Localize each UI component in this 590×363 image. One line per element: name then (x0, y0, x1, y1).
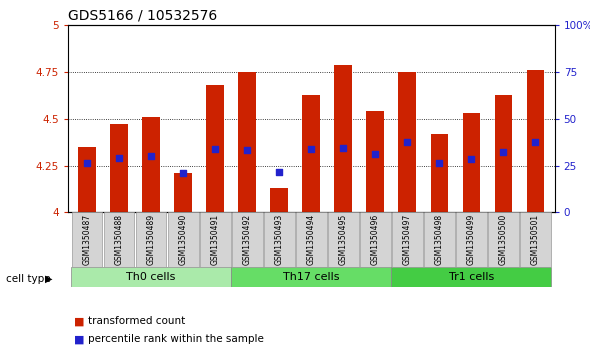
Point (274, 169, 284, 175)
Text: GSM1350492: GSM1350492 (242, 214, 252, 265)
Point (114, 155, 124, 161)
FancyBboxPatch shape (231, 267, 391, 287)
Point (83, 160, 92, 166)
FancyBboxPatch shape (232, 212, 263, 267)
Point (242, 147, 252, 152)
Text: GSM1350497: GSM1350497 (403, 214, 412, 265)
Text: Tr1 cells: Tr1 cells (449, 272, 494, 282)
Text: GSM1350491: GSM1350491 (211, 214, 219, 265)
Text: ▶: ▶ (45, 274, 53, 284)
Point (371, 151, 380, 157)
FancyBboxPatch shape (72, 212, 103, 267)
Text: ■: ■ (74, 334, 84, 344)
Bar (335, 65, 352, 212)
Point (146, 154, 156, 159)
Bar (174, 173, 192, 212)
FancyBboxPatch shape (104, 212, 135, 267)
Text: GSM1350487: GSM1350487 (83, 214, 91, 265)
Text: GSM1350489: GSM1350489 (146, 214, 156, 265)
Text: GSM1350501: GSM1350501 (531, 214, 540, 265)
Bar (494, 95, 512, 212)
FancyBboxPatch shape (168, 212, 198, 267)
Point (402, 139, 412, 145)
Bar (110, 125, 128, 212)
Bar (398, 72, 416, 212)
Point (499, 149, 508, 155)
Text: ■: ■ (74, 316, 84, 326)
Text: GSM1350493: GSM1350493 (275, 214, 284, 265)
FancyBboxPatch shape (136, 212, 166, 267)
Bar (206, 85, 224, 212)
Text: GSM1350490: GSM1350490 (179, 214, 188, 265)
Text: GSM1350500: GSM1350500 (499, 214, 508, 265)
Point (178, 170, 188, 176)
FancyBboxPatch shape (488, 212, 519, 267)
Point (307, 146, 316, 152)
FancyBboxPatch shape (424, 212, 455, 267)
FancyBboxPatch shape (264, 212, 294, 267)
FancyBboxPatch shape (328, 212, 359, 267)
FancyBboxPatch shape (360, 212, 391, 267)
Bar (527, 70, 544, 212)
FancyBboxPatch shape (391, 267, 552, 287)
Text: cell type: cell type (6, 274, 51, 284)
Bar (303, 95, 320, 212)
FancyBboxPatch shape (200, 212, 231, 267)
Text: GDS5166 / 10532576: GDS5166 / 10532576 (68, 9, 217, 23)
Bar (238, 72, 256, 212)
Text: percentile rank within the sample: percentile rank within the sample (88, 334, 264, 344)
Point (435, 160, 444, 166)
Text: GSM1350496: GSM1350496 (371, 214, 380, 265)
Text: GSM1350495: GSM1350495 (339, 214, 348, 265)
Text: GSM1350499: GSM1350499 (467, 214, 476, 265)
Point (339, 145, 348, 151)
Bar (78, 147, 96, 212)
FancyBboxPatch shape (392, 212, 422, 267)
Bar (463, 113, 480, 212)
Text: transformed count: transformed count (88, 316, 186, 326)
Point (530, 139, 540, 145)
Text: GSM1350494: GSM1350494 (307, 214, 316, 265)
Text: GSM1350488: GSM1350488 (114, 214, 123, 265)
Bar (366, 111, 384, 212)
Point (211, 146, 220, 152)
Text: Th0 cells: Th0 cells (126, 272, 176, 282)
Bar (142, 117, 160, 212)
Bar (431, 134, 448, 212)
FancyBboxPatch shape (456, 212, 487, 267)
Bar (270, 188, 288, 212)
FancyBboxPatch shape (71, 267, 231, 287)
FancyBboxPatch shape (296, 212, 327, 267)
Text: Th17 cells: Th17 cells (283, 272, 339, 282)
FancyBboxPatch shape (520, 212, 550, 267)
Point (467, 156, 476, 162)
Text: GSM1350498: GSM1350498 (435, 214, 444, 265)
